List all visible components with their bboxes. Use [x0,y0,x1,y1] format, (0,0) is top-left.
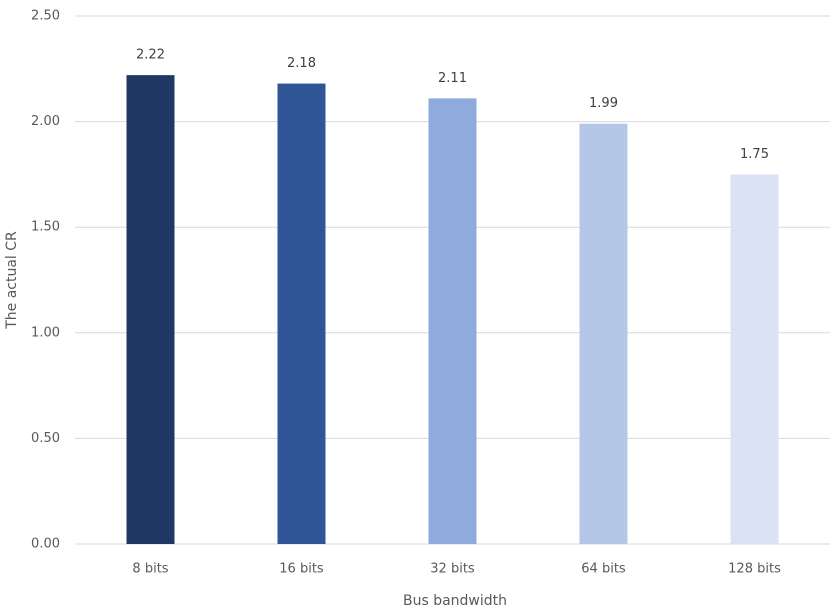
x-tick-label: 8 bits [132,562,168,577]
data-label: 2.11 [438,71,467,86]
x-tick-label: 16 bits [279,562,324,577]
bar [579,123,628,544]
data-label: 1.99 [589,96,618,111]
bar [730,174,779,544]
x-tick-label: 128 bits [728,562,781,577]
data-label: 2.22 [136,48,165,63]
y-tick-label: 0.00 [31,537,60,552]
y-tick-label: 1.00 [31,325,60,340]
y-tick-label: 1.50 [31,220,60,235]
bar [277,83,326,545]
y-tick-label: 2.00 [31,114,60,129]
bar [126,75,175,545]
bar [428,98,477,545]
data-label: 1.75 [740,147,769,162]
x-tick-label: 64 bits [581,562,626,577]
y-axis-label: The actual CR [4,231,20,330]
data-label: 2.18 [287,56,316,71]
y-tick-label: 0.50 [31,431,60,446]
y-tick-label: 2.50 [31,9,60,24]
x-tick-label: 32 bits [430,562,475,577]
x-axis-label: Bus bandwidth [403,593,507,609]
